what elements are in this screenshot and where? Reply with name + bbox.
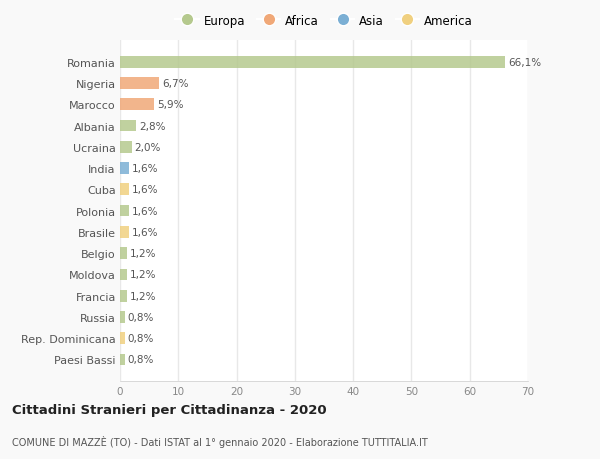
Bar [120, 163, 130, 174]
Bar [120, 269, 127, 280]
Text: 0,8%: 0,8% [128, 334, 154, 343]
Text: 5,9%: 5,9% [157, 100, 184, 110]
Text: 1,2%: 1,2% [130, 270, 157, 280]
Text: 6,7%: 6,7% [162, 79, 188, 89]
Bar [120, 120, 136, 132]
Bar [120, 99, 154, 111]
Text: 2,0%: 2,0% [134, 142, 161, 152]
Text: 1,2%: 1,2% [130, 249, 157, 258]
Text: 0,8%: 0,8% [128, 312, 154, 322]
Bar [120, 290, 127, 302]
Text: 2,8%: 2,8% [139, 121, 166, 131]
Text: 1,2%: 1,2% [130, 291, 157, 301]
Bar [120, 205, 130, 217]
Bar [120, 184, 130, 196]
Text: 66,1%: 66,1% [508, 57, 541, 67]
Bar [120, 333, 125, 344]
Text: 1,6%: 1,6% [132, 185, 159, 195]
Text: COMUNE DI MAZZÈ (TO) - Dati ISTAT al 1° gennaio 2020 - Elaborazione TUTTITALIA.I: COMUNE DI MAZZÈ (TO) - Dati ISTAT al 1° … [12, 435, 428, 447]
Bar [120, 227, 130, 238]
Text: 0,8%: 0,8% [128, 355, 154, 365]
Bar [120, 311, 125, 323]
Text: 1,6%: 1,6% [132, 227, 159, 237]
Bar [120, 142, 131, 153]
Text: Cittadini Stranieri per Cittadinanza - 2020: Cittadini Stranieri per Cittadinanza - 2… [12, 403, 326, 416]
Bar [120, 354, 125, 365]
Text: 1,6%: 1,6% [132, 206, 159, 216]
Bar [120, 78, 159, 90]
Bar [120, 57, 505, 68]
Text: 1,6%: 1,6% [132, 164, 159, 174]
Legend: Europa, Africa, Asia, America: Europa, Africa, Asia, America [170, 10, 478, 32]
Bar [120, 248, 127, 259]
